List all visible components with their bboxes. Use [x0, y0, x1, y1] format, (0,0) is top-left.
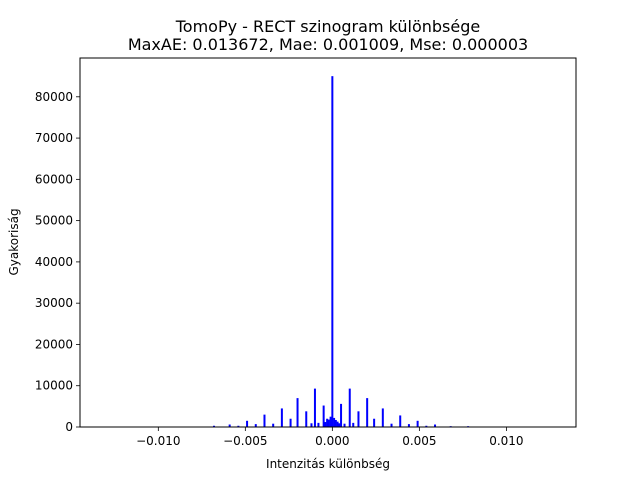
histogram-bar	[425, 425, 428, 427]
x-tick-label: 0.005	[402, 434, 436, 448]
histogram-bar	[407, 424, 410, 427]
histogram-bar	[334, 419, 337, 427]
histogram-bar	[305, 411, 308, 427]
histogram-bar	[289, 418, 292, 427]
histogram-bar	[373, 418, 376, 427]
histogram-bar	[434, 424, 437, 427]
histogram-bar	[322, 405, 325, 427]
histogram-bar	[336, 421, 339, 427]
x-axis-label: Intenzitás különbség	[266, 457, 390, 471]
histogram-bar	[296, 398, 299, 427]
histogram-bar	[263, 414, 266, 427]
histogram-bar	[352, 422, 355, 427]
histogram-bar	[324, 422, 327, 427]
y-tick-label: 60000	[35, 172, 73, 186]
y-tick-label: 50000	[35, 214, 73, 228]
y-tick-label: 20000	[35, 337, 73, 351]
histogram-bar	[366, 398, 369, 427]
histogram-bar	[213, 425, 216, 427]
y-tick-label: 10000	[35, 379, 73, 393]
x-tick-label: 0.000	[315, 434, 349, 448]
x-tick-label: −0.010	[136, 434, 180, 448]
histogram-bar	[327, 419, 330, 427]
histogram-bar	[343, 423, 346, 427]
y-axis-ticks: 0 10000 20000 30000 40000 50000 60000 70000 8000…	[35, 90, 80, 434]
histogram-bar	[331, 76, 334, 427]
histogram-bar	[333, 417, 336, 427]
histogram-bar	[390, 423, 393, 427]
histogram-bar	[357, 411, 360, 427]
histogram-bar	[381, 408, 384, 427]
y-tick-label: 80000	[35, 90, 73, 104]
x-axis-ticks: −0.010 −0.005 0.000 0.005 0.010	[136, 427, 524, 448]
plot-frame	[79, 57, 577, 428]
histogram-bar	[326, 418, 329, 427]
x-tick-label: −0.005	[223, 434, 267, 448]
histogram-bar	[228, 424, 231, 427]
histogram-bar	[317, 422, 320, 427]
histogram-bar	[310, 423, 313, 427]
x-tick-label: 0.010	[489, 434, 523, 448]
histogram-bar	[340, 403, 343, 427]
histogram-bar	[329, 416, 332, 427]
chart-subtitle: MaxAE: 0.013672, Mae: 0.001009, Mse: 0.0…	[128, 35, 528, 54]
histogram-bar	[399, 415, 402, 427]
chart-title: TomoPy - RECT szinogram különbsége	[175, 17, 480, 36]
histogram-bar	[338, 423, 341, 427]
y-axis-label: Gyakoriság	[7, 208, 21, 275]
y-tick-label: 70000	[35, 131, 73, 145]
y-tick-label: 30000	[35, 296, 73, 310]
histogram-bar	[416, 420, 419, 427]
histogram-bar	[237, 425, 240, 427]
histogram-bar	[280, 408, 283, 427]
y-tick-label: 40000	[35, 255, 73, 269]
histogram-bar	[348, 388, 351, 427]
histogram-bar	[246, 420, 249, 427]
histogram-bar	[313, 388, 316, 427]
histogram-bar	[272, 423, 275, 427]
y-tick-label: 0	[65, 420, 73, 434]
bars-group	[213, 76, 470, 427]
histogram-bar	[254, 424, 257, 427]
